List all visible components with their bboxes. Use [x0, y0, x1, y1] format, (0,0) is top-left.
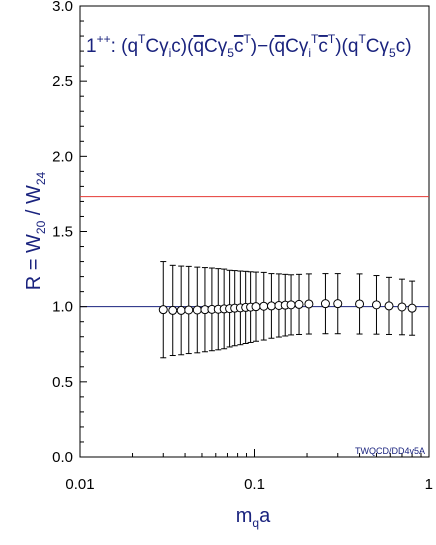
data-point: [266, 273, 276, 339]
y-tick-label: 2.0: [52, 148, 73, 165]
point-marker: [333, 299, 343, 309]
data-point: [259, 271, 269, 341]
x-tick-label: 0.1: [244, 476, 265, 493]
point-marker: [294, 299, 304, 309]
point-marker: [355, 299, 365, 309]
point-marker: [320, 299, 330, 309]
data-point: [251, 271, 261, 342]
data-point: [333, 273, 343, 335]
y-tick-label: 0.5: [52, 374, 73, 391]
data-point: [184, 265, 194, 355]
data-point: [304, 273, 314, 335]
data-point: [274, 273, 284, 338]
y-axis-title: R = W20 / W24: [23, 171, 48, 290]
data-point: [371, 275, 381, 335]
data-point: [397, 278, 407, 336]
data-points: [158, 261, 417, 359]
point-marker: [168, 305, 178, 315]
data-point: [200, 267, 210, 353]
data-point: [176, 265, 186, 356]
point-marker: [184, 305, 194, 315]
y-tick-label: 3.0: [52, 0, 73, 15]
data-point: [192, 266, 202, 354]
point-marker: [286, 300, 296, 310]
x-axis-title: mqa: [236, 505, 271, 530]
point-marker: [266, 301, 276, 311]
x-axis-ticks: 0.01 0.1 1: [65, 449, 433, 493]
y-tick-label: 2.5: [52, 73, 73, 90]
title-prefix: 1: [86, 36, 97, 57]
data-point: [168, 264, 178, 357]
point-marker: [397, 302, 407, 312]
data-point: [320, 273, 330, 335]
y-tick-label: 0.0: [52, 449, 73, 466]
y-axis-ticks: 0.0 0.5 1.0 1.5 2.0 2.5 3.0: [52, 0, 87, 466]
point-marker: [176, 305, 186, 315]
y-tick-label: 1.0: [52, 299, 73, 316]
point-marker: [259, 301, 269, 311]
point-marker: [251, 302, 261, 312]
y-tick-label: 1.5: [52, 224, 73, 241]
chart-title: 1++: (qTCγic)(qCγ5cT)−(qCγiTcT)(qTCγ5c): [86, 32, 412, 60]
point-marker: [407, 303, 417, 313]
point-marker: [371, 300, 381, 310]
point-marker: [192, 305, 202, 315]
x-tick-label: 0.01: [65, 476, 94, 493]
point-marker: [384, 301, 394, 311]
point-marker: [304, 299, 314, 309]
data-point: [158, 261, 168, 359]
plot-area: [79, 5, 430, 458]
data-point: [286, 274, 296, 336]
data-point: [294, 273, 304, 335]
title-prefix-sup: ++: [97, 32, 111, 46]
point-marker: [158, 305, 168, 315]
data-point: [384, 276, 394, 335]
data-point: [355, 273, 365, 335]
watermark-label: TWQCD/DD4v5A: [355, 446, 425, 456]
x-tick-label: 1: [425, 476, 433, 493]
data-point: [407, 280, 417, 336]
